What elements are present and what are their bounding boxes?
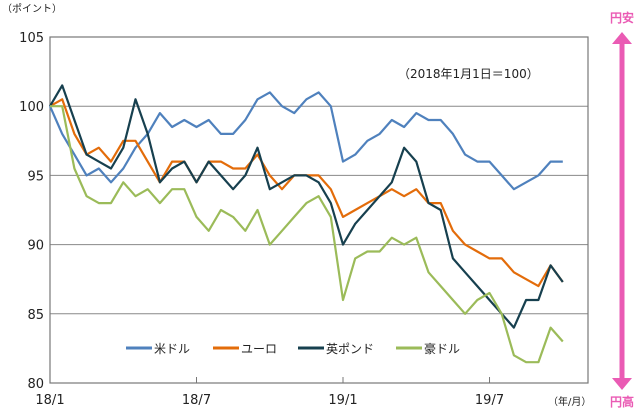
series-line (49, 84, 564, 329)
yen-strong-label: 円高 (610, 394, 634, 409)
y-tick-label: 95 (27, 169, 44, 184)
y-axis-label: （ポイント） (2, 3, 62, 15)
x-tick-label: 18/1 (35, 393, 64, 408)
x-tick-label: 19/7 (475, 393, 504, 408)
plot-area (49, 36, 589, 384)
y-tick-label: 80 (27, 377, 44, 392)
legend-label: 豪ドル (424, 341, 460, 356)
y-tick-label: 100 (19, 100, 44, 115)
series-line (49, 98, 564, 288)
annotation: （2018年1月1日＝100） (398, 67, 539, 81)
legend-label: 米ドル (154, 342, 190, 356)
yen-direction-arrow: 円安 円高 (610, 10, 634, 409)
series-line (48, 91, 563, 191)
x-axis-label: （年/月） (548, 395, 591, 408)
x-tick-label: 18/7 (182, 393, 211, 408)
legend-label: 英ポンド (326, 342, 374, 356)
series-line (50, 105, 564, 364)
x-tick-label: 19/1 (328, 393, 357, 408)
y-tick-label: 85 (27, 308, 44, 323)
legend-label: ユーロ (241, 342, 277, 356)
yen-weak-label: 円安 (610, 10, 634, 25)
y-tick-label: 90 (27, 239, 44, 254)
y-tick-label: 105 (19, 31, 44, 46)
